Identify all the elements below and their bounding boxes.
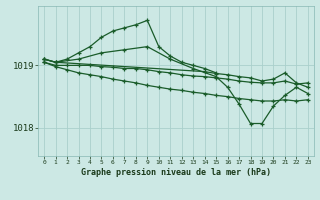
X-axis label: Graphe pression niveau de la mer (hPa): Graphe pression niveau de la mer (hPa): [81, 168, 271, 177]
